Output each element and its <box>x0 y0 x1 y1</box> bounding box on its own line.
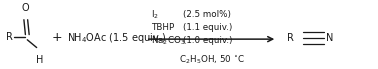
Text: R: R <box>6 32 13 42</box>
Text: Na$_2$CO$_3$: Na$_2$CO$_3$ <box>152 34 186 47</box>
Text: C$_2$H$_5$OH, 50 $^{\circ}$C: C$_2$H$_5$OH, 50 $^{\circ}$C <box>178 54 245 66</box>
Text: TBHP: TBHP <box>152 23 175 32</box>
Text: (2.5 mol%): (2.5 mol%) <box>183 10 231 19</box>
Text: (1.0 equiv.): (1.0 equiv.) <box>183 36 233 45</box>
Text: I$_2$: I$_2$ <box>152 8 160 21</box>
Text: N: N <box>325 33 333 43</box>
Text: +: + <box>52 31 62 44</box>
Text: R: R <box>287 33 293 43</box>
Text: NH$_4$OAc (1.5 equiv.): NH$_4$OAc (1.5 equiv.) <box>67 31 166 45</box>
Text: H: H <box>36 55 43 65</box>
Text: (1.1 equiv.): (1.1 equiv.) <box>183 23 233 32</box>
Text: O: O <box>22 3 29 13</box>
